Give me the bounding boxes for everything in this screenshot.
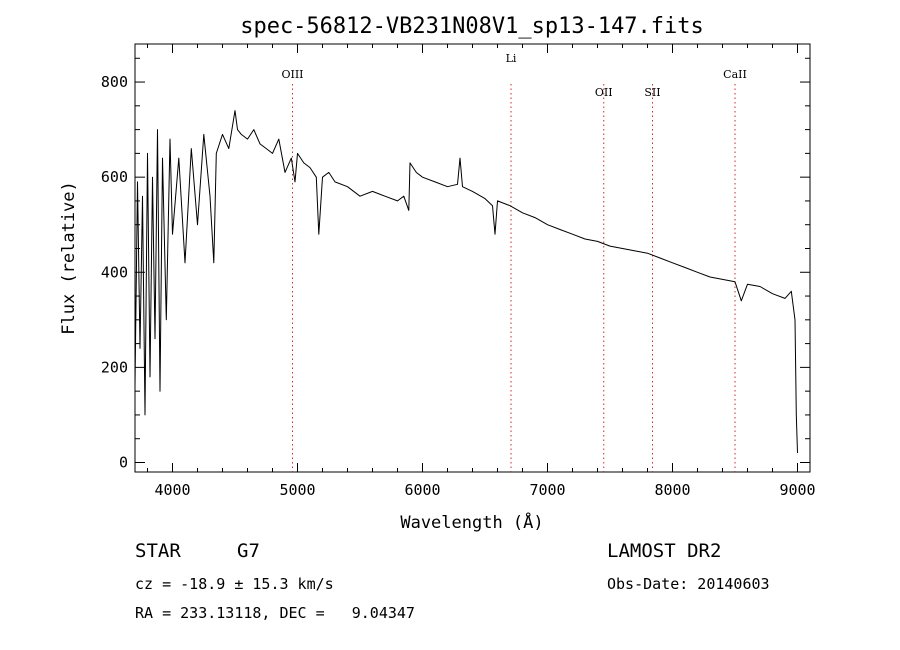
survey-name: LAMOST DR2: [607, 540, 722, 562]
x-tick-label: 9000: [779, 481, 815, 499]
chart-title: spec-56812-VB231N08V1_sp13-147.fits: [240, 14, 704, 39]
x-axis-label: Wavelength (Å): [400, 511, 543, 533]
coordinates: RA = 233.13118, DEC = 9.04347: [135, 604, 415, 622]
y-tick-label: 400: [101, 263, 128, 281]
spectrum-series: [134, 110, 798, 454]
spectrum-line: [134, 110, 798, 454]
redshift-text: cz = -18.9 ± 15.3 km/s: [135, 575, 334, 593]
spectral-line-label: CaII: [723, 68, 747, 81]
y-axis-ticks: 0 200 400 600 800: [101, 57, 810, 471]
spectral-line-label: OII: [595, 86, 613, 99]
obs-date: Obs-Date: 20140603: [607, 575, 770, 593]
y-tick-label: 200: [101, 358, 128, 376]
x-tick-label: 8000: [654, 481, 690, 499]
spectral-line-label: SII: [644, 86, 660, 99]
spectral-line-label: OIII: [281, 68, 303, 81]
x-tick-label: 6000: [404, 481, 440, 499]
object-class: STAR: [135, 540, 181, 562]
spectral-line-markers: OIII Li OII SII CaII: [281, 52, 747, 472]
y-tick-label: 600: [101, 168, 128, 186]
x-axis-ticks: 4000 5000 6000 7000 8000 9000: [147, 44, 816, 499]
spectral-line-label: Li: [506, 52, 517, 65]
x-tick-label: 4000: [154, 481, 190, 499]
object-subclass: G7: [237, 540, 260, 562]
plot-frame: [134, 43, 811, 473]
x-tick-label: 5000: [279, 481, 315, 499]
y-tick-label: 800: [101, 73, 128, 91]
y-tick-label: 0: [119, 453, 128, 471]
y-axis-label: Flux (relative): [59, 181, 79, 335]
x-tick-label: 7000: [529, 481, 565, 499]
